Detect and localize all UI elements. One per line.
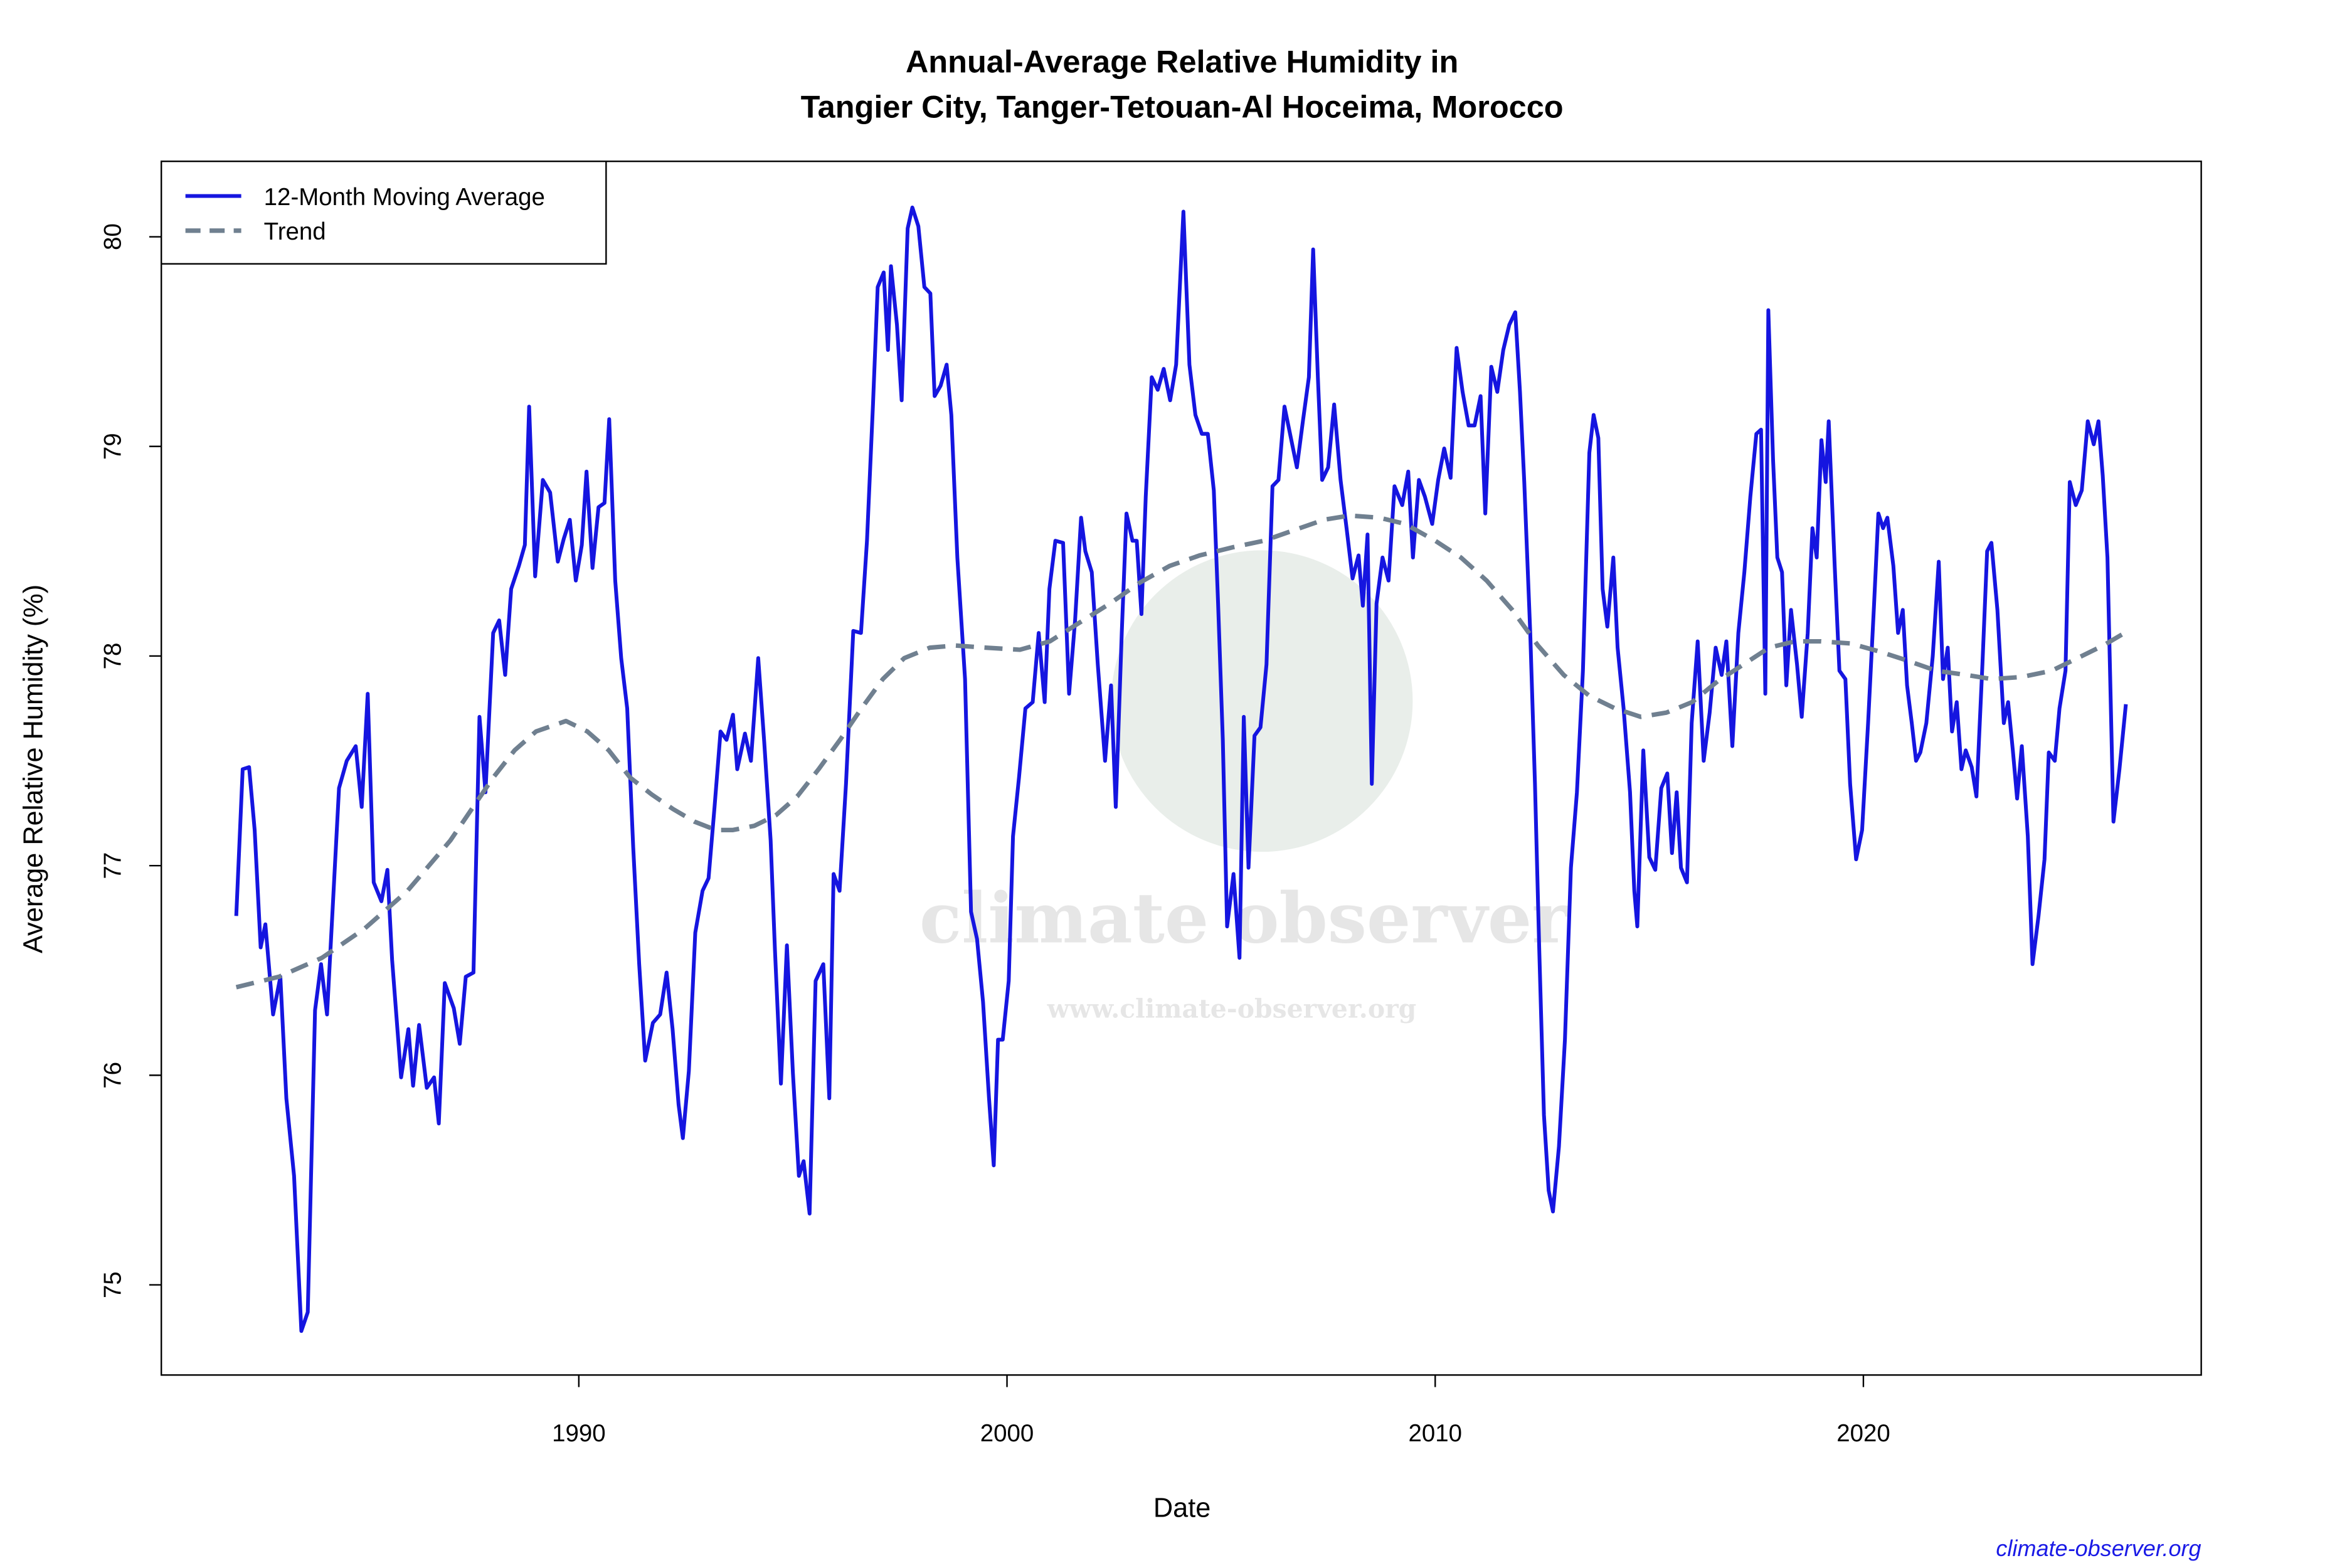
y-tick-label: 77 [99, 852, 126, 879]
legend-label: Trend [264, 218, 326, 245]
y-tick-label: 78 [99, 643, 126, 670]
y-tick-label: 80 [99, 223, 126, 250]
source: climate-observer.org [1996, 1535, 2201, 1561]
watermark-text: climate observer [919, 877, 1569, 959]
y-tick-label: 76 [99, 1062, 126, 1089]
chart-title: Tangier City, Tanger-Tetouan-Al Hoceima,… [801, 89, 1564, 125]
legend: 12-Month Moving Average Trend [161, 161, 607, 265]
x-tick-label: 2020 [1836, 1420, 1890, 1447]
x-tick-label: 1990 [552, 1420, 606, 1447]
x-tick-label: 2010 [1408, 1420, 1462, 1447]
x-axis-title: Date [1153, 1493, 1210, 1523]
x-tick-label: 2000 [980, 1420, 1034, 1447]
legend-box [161, 161, 607, 265]
line-series [234, 205, 2128, 1333]
line-series [235, 513, 2126, 990]
y-tick-label: 79 [99, 433, 126, 460]
y-tick-label: 75 [99, 1271, 126, 1298]
y-axis-title: Average Relative Humidity (%) [18, 585, 48, 953]
plot-area [234, 205, 2128, 1333]
watermark-url: www.climate-observer.org [1047, 994, 1417, 1024]
plot-frame [161, 161, 2202, 1376]
chart-title: Annual-Average Relative Humidity in [906, 43, 1459, 79]
legend-label: 12-Month Moving Average [264, 184, 545, 211]
